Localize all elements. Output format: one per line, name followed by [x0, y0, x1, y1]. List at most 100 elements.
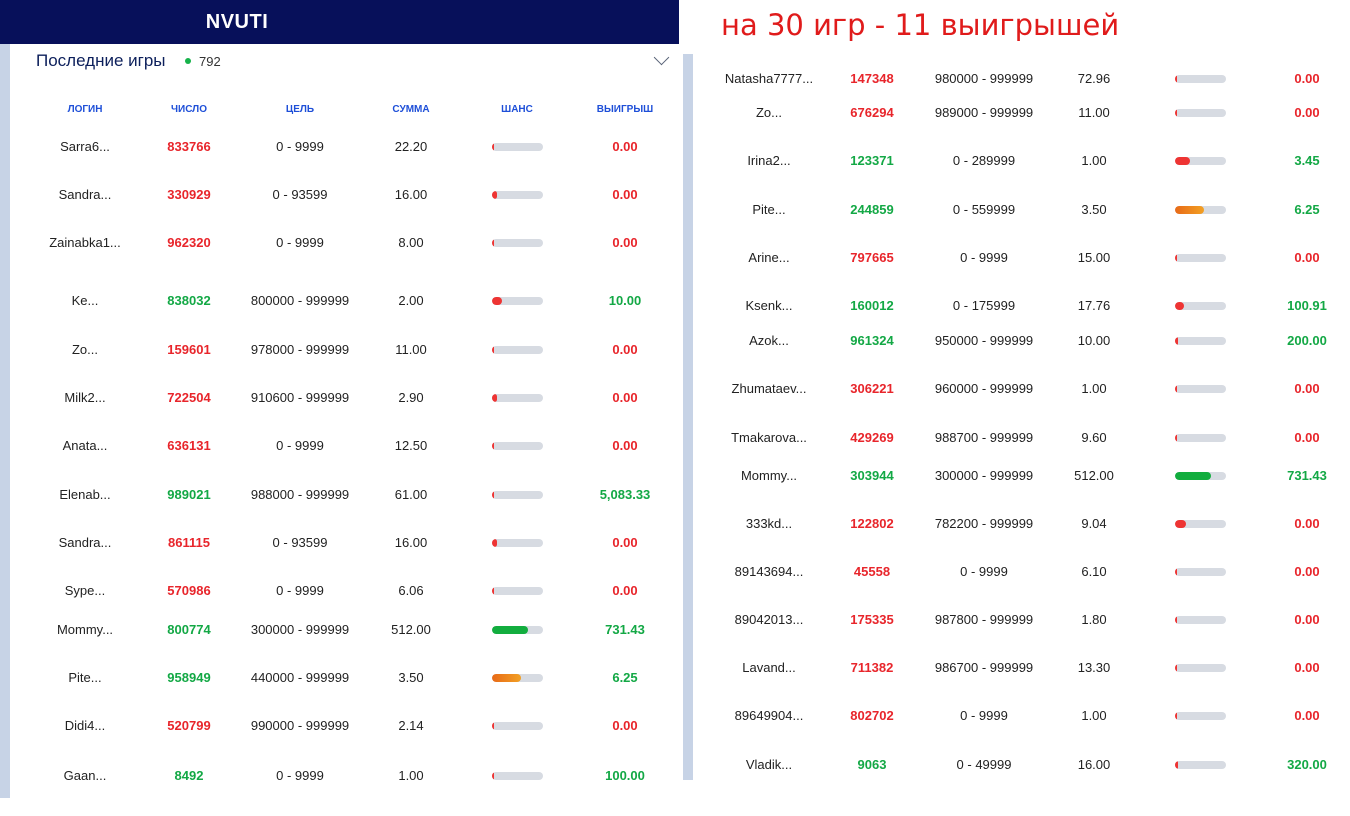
table-row: Anata... 636131 0 - 9999 12.50 0.00 [0, 436, 1350, 456]
chance-bar-fill [492, 442, 494, 450]
cell-win: 0.00 [1294, 71, 1320, 86]
cell-login: Elenab... [59, 487, 111, 502]
chance-bar [1175, 616, 1226, 624]
table-row: 333kd... 122802 782200 - 999999 9.04 0.00 [0, 514, 1350, 534]
app-title: NVUTI [205, 11, 269, 33]
cell-win: 320.00 [1287, 757, 1327, 772]
table-row: Sarra6... 833766 0 - 9999 22.20 0.00 [0, 137, 1350, 157]
cell-number: 244859 [850, 202, 894, 217]
chance-bar-fill [492, 346, 494, 354]
cell-target: 440000 - 999999 [250, 670, 350, 685]
cell-login: Zo... [71, 342, 98, 357]
cell-number: 861115 [168, 535, 210, 550]
table-row: Arine... 797665 0 - 9999 15.00 0.00 [0, 248, 1350, 268]
cell-number: 797665 [850, 250, 894, 265]
cell-amount: 11.00 [395, 342, 427, 357]
cell-number: 330929 [167, 187, 211, 202]
cell-login: Arine... [748, 250, 790, 265]
online-count: 792 [199, 54, 221, 69]
chevron-down-icon[interactable] [653, 49, 670, 66]
cell-win: 731.43 [605, 622, 645, 637]
cell-number: 989021 [167, 487, 211, 502]
cell-number: 45558 [853, 564, 891, 579]
cell-login: Irina2... [747, 153, 791, 168]
chance-bar [492, 772, 543, 780]
cell-target: 988000 - 999999 [250, 487, 350, 502]
chance-bar-fill [492, 491, 494, 499]
cell-target: 0 - 9999 [276, 768, 324, 783]
cell-amount: 2.14 [398, 718, 424, 733]
cell-amount: 16.00 [1077, 757, 1111, 772]
chance-bar-fill [1175, 472, 1211, 480]
cell-login: Milk2... [64, 390, 106, 405]
cell-login: Lavand... [742, 660, 796, 675]
cell-number: 175335 [850, 612, 894, 627]
table-row: 89649904... 802702 0 - 9999 1.00 0.00 [0, 706, 1350, 726]
cell-amount: 2.00 [398, 293, 424, 308]
cell-amount: 6.06 [398, 583, 424, 598]
cell-amount: 512.00 [391, 622, 431, 637]
cell-number: 711382 [850, 660, 894, 675]
chance-bar-fill [492, 143, 494, 151]
cell-win: 0.00 [1294, 430, 1320, 445]
overlay-caption: на 30 игр - 11 выигрышей [721, 8, 1120, 42]
cell-login: Zo... [755, 105, 782, 120]
app-header: NVUTI [0, 0, 679, 44]
cell-target: 800000 - 999999 [250, 293, 350, 308]
cell-win: 0.00 [1294, 516, 1320, 531]
cell-win: 731.43 [1287, 468, 1327, 483]
cell-win: 0.00 [612, 438, 638, 453]
chance-bar-fill [1175, 385, 1177, 393]
cell-login: Vladik... [745, 757, 793, 772]
chance-bar [1175, 206, 1226, 214]
cell-login: Pite... [752, 202, 786, 217]
cell-amount: 72.96 [1077, 71, 1111, 86]
cell-target: 0 - 93599 [272, 187, 328, 202]
cell-win: 0.00 [1294, 381, 1320, 396]
chance-bar-fill [1175, 109, 1177, 117]
cell-win: 0.00 [1294, 564, 1320, 579]
cell-login: 333kd... [745, 516, 793, 531]
chance-bar-fill [492, 191, 497, 199]
cell-target: 950000 - 999999 [934, 333, 1034, 348]
cell-number: 159601 [167, 342, 211, 357]
cell-amount: 1.00 [1081, 708, 1107, 723]
table-row: Zo... 159601 978000 - 999999 11.00 0.00 [0, 340, 1350, 360]
cell-amount: 1.00 [398, 768, 424, 783]
cell-amount: 12.50 [394, 438, 428, 453]
cell-win: 3.45 [1294, 153, 1320, 168]
cell-amount: 10.00 [1077, 333, 1111, 348]
cell-win: 200.00 [1287, 333, 1327, 348]
cell-number: 676294 [850, 105, 894, 120]
cell-login: Anata... [62, 438, 108, 453]
cell-login: Sandra... [58, 535, 112, 550]
table-row: Lavand... 711382 986700 - 999999 13.30 0.00 [0, 658, 1350, 678]
cell-amount: 61.00 [394, 487, 428, 502]
cell-target: 988700 - 999999 [934, 430, 1034, 445]
chance-bar-fill [1175, 568, 1177, 576]
column-header-win: ВЫИГРЫШ [596, 104, 654, 115]
cell-login: Mommy... [56, 622, 114, 637]
table-row: 89143694... 45558 0 - 9999 6.10 0.00 [0, 562, 1350, 582]
cell-login: 89649904... [734, 708, 804, 723]
cell-login: 89042013... [734, 612, 804, 627]
chance-bar-fill [1175, 761, 1178, 769]
table-row: 89042013... 175335 987800 - 999999 1.80 0.00 [0, 610, 1350, 630]
chance-bar [492, 442, 543, 450]
cell-number: 123371 [850, 153, 894, 168]
table-row: Elenab... 989021 988000 - 999999 61.00 5,083… [0, 485, 1350, 505]
cell-win: 5,083.33 [599, 487, 651, 502]
chance-bar [1175, 664, 1226, 672]
cell-win: 0.00 [612, 187, 638, 202]
cell-login: Sype... [64, 583, 106, 598]
column-header-number: ЧИСЛО [171, 104, 207, 115]
chance-bar-fill [492, 539, 497, 547]
table-row: Natasha7777... 147348 980000 - 999999 72.96… [0, 69, 1350, 89]
cell-login: Pite... [68, 670, 102, 685]
cell-number: 962320 [167, 235, 211, 250]
chance-bar [1175, 302, 1226, 310]
cell-target: 0 - 93599 [272, 535, 328, 550]
table-row: Gaan... 8492 0 - 9999 1.00 100.00 [0, 766, 1350, 786]
cell-amount: 15.00 [1077, 250, 1111, 265]
cell-amount: 1.00 [1081, 381, 1107, 396]
